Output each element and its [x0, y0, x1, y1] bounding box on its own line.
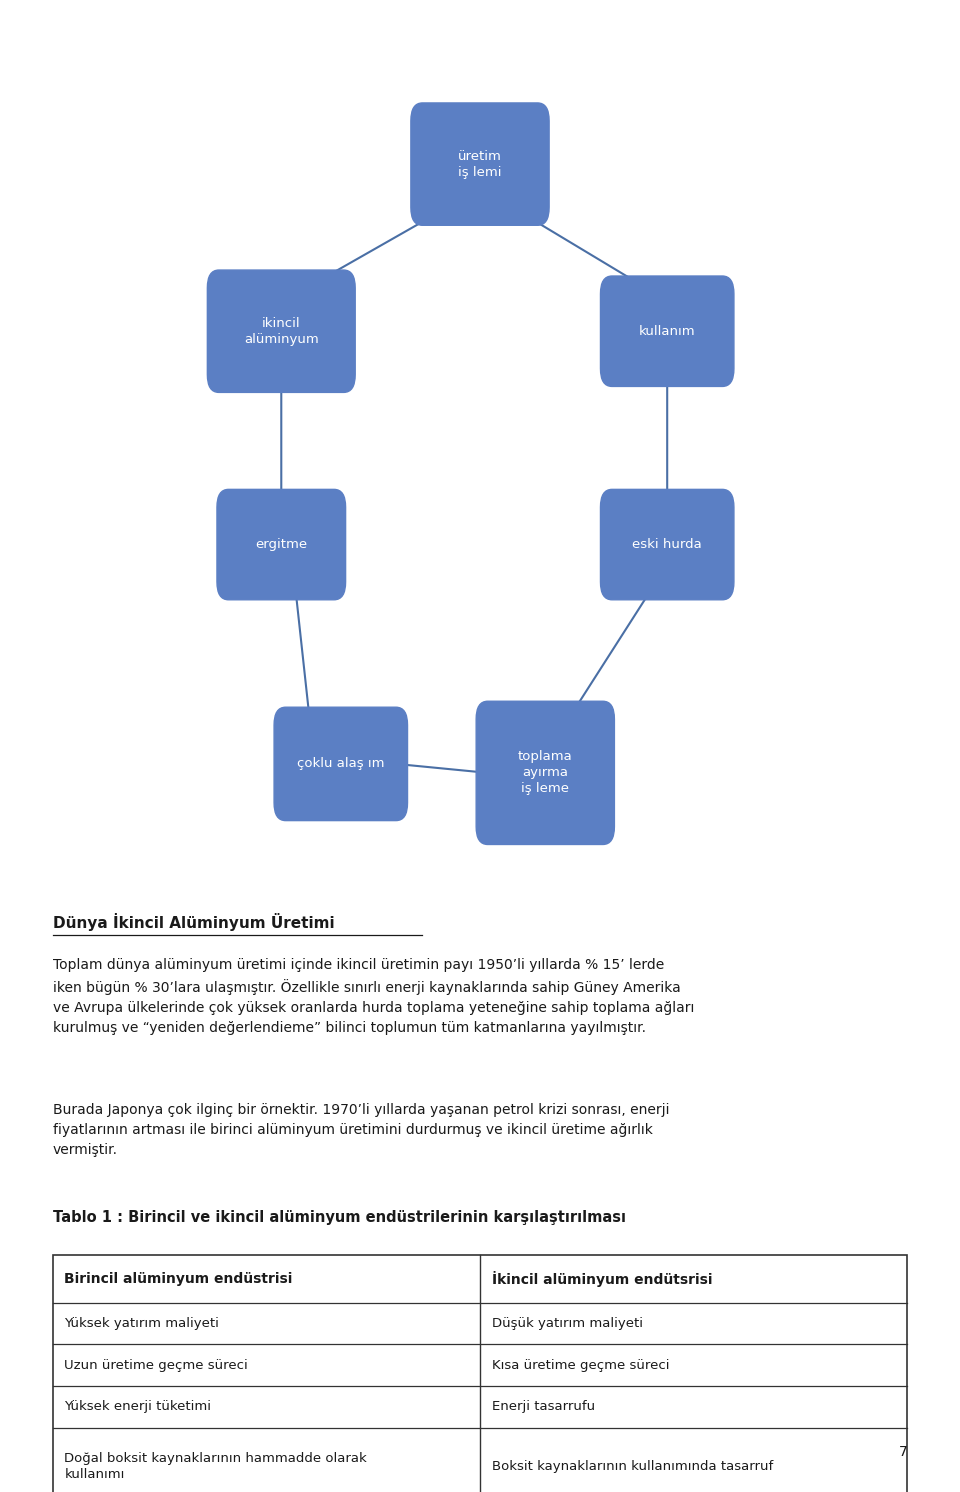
FancyBboxPatch shape [601, 276, 733, 386]
Text: ikincil
alüminyum: ikincil alüminyum [244, 316, 319, 346]
Text: Düşük yatırım maliyeti: Düşük yatırım maliyeti [492, 1317, 642, 1329]
Text: Yüksek yatırım maliyeti: Yüksek yatırım maliyeti [64, 1317, 219, 1329]
Text: Kısa üretime geçme süreci: Kısa üretime geçme süreci [492, 1359, 669, 1371]
Bar [53, 1255, 907, 1492]
FancyBboxPatch shape [217, 489, 346, 600]
FancyBboxPatch shape [411, 103, 549, 225]
FancyBboxPatch shape [601, 489, 733, 600]
Text: Yüksek enerji tüketimi: Yüksek enerji tüketimi [64, 1401, 211, 1413]
FancyBboxPatch shape [275, 707, 407, 821]
Text: üretim
iş lemi: üretim iş lemi [458, 149, 502, 179]
Text: Burada Japonya çok ilginç bir örnektir. 1970’li yıllarda yaşanan petrol krizi so: Burada Japonya çok ilginç bir örnektir. … [53, 1103, 669, 1156]
Text: Doğal boksit kaynaklarının hammadde olarak
kullanımı: Doğal boksit kaynaklarının hammadde olar… [64, 1452, 367, 1482]
Text: 7: 7 [899, 1446, 907, 1459]
FancyBboxPatch shape [207, 270, 355, 392]
Text: Enerji tasarrufu: Enerji tasarrufu [492, 1401, 594, 1413]
FancyBboxPatch shape [476, 701, 614, 844]
Text: Uzun üretime geçme süreci: Uzun üretime geçme süreci [64, 1359, 248, 1371]
Text: Birincil alüminyum endüstrisi: Birincil alüminyum endüstrisi [64, 1271, 293, 1286]
Text: eski hurda: eski hurda [633, 539, 702, 551]
Text: Boksit kaynaklarının kullanımında tasarruf: Boksit kaynaklarının kullanımında tasarr… [492, 1461, 773, 1473]
Text: kullanım: kullanım [639, 325, 695, 337]
Text: Dünya İkincil Alüminyum Üretimi: Dünya İkincil Alüminyum Üretimi [53, 913, 334, 931]
Text: toplama
ayırma
iş leme: toplama ayırma iş leme [517, 750, 573, 795]
Text: çoklu alaş ım: çoklu alaş ım [297, 758, 385, 770]
Text: Tablo 1 : Birincil ve ikincil alüminyum endüstrilerinin karşılaştırılması: Tablo 1 : Birincil ve ikincil alüminyum … [53, 1210, 626, 1225]
Text: Toplam dünya alüminyum üretimi içinde ikincil üretimin payı 1950’li yıllarda % 1: Toplam dünya alüminyum üretimi içinde ik… [53, 958, 694, 1035]
Text: İkincil alüminyum endütsrisi: İkincil alüminyum endütsrisi [492, 1271, 712, 1286]
Text: ergitme: ergitme [255, 539, 307, 551]
